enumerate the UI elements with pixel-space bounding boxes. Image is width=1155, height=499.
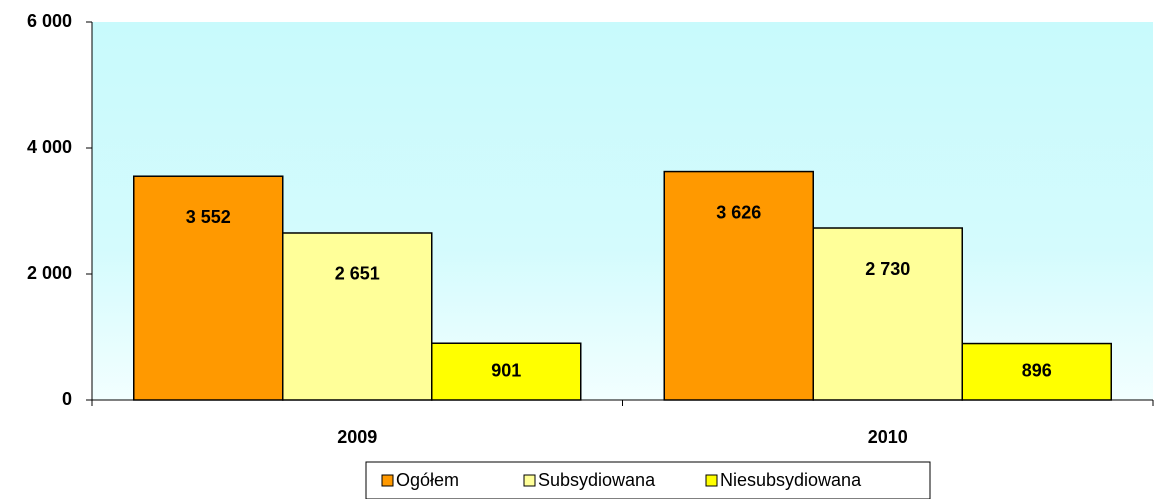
legend-label: Ogółem [396, 470, 459, 490]
value-label: 901 [491, 360, 521, 380]
legend-swatch [523, 474, 536, 487]
value-label: 2 651 [335, 264, 380, 284]
bar [282, 232, 433, 401]
bar [663, 170, 814, 401]
y-tick-label: 4 000 [27, 137, 72, 157]
legend-swatch [381, 474, 394, 487]
y-tick-label: 0 [62, 389, 72, 409]
bar [133, 175, 284, 401]
value-label: 896 [1022, 361, 1052, 381]
legend-box [365, 461, 931, 499]
x-tick-label: 2010 [868, 427, 908, 447]
x-tick-label: 2009 [337, 427, 377, 447]
y-tick-label: 6 000 [27, 11, 72, 31]
legend-label: Subsydiowana [538, 470, 656, 490]
bar [431, 342, 582, 401]
value-label: 3 552 [186, 207, 231, 227]
bar [812, 227, 963, 401]
value-label: 2 730 [865, 259, 910, 279]
legend-swatch [705, 474, 718, 487]
bar [961, 342, 1112, 401]
legend-label: Niesubsydiowana [720, 470, 862, 490]
y-tick-label: 2 000 [27, 263, 72, 283]
value-label: 3 626 [716, 202, 761, 222]
